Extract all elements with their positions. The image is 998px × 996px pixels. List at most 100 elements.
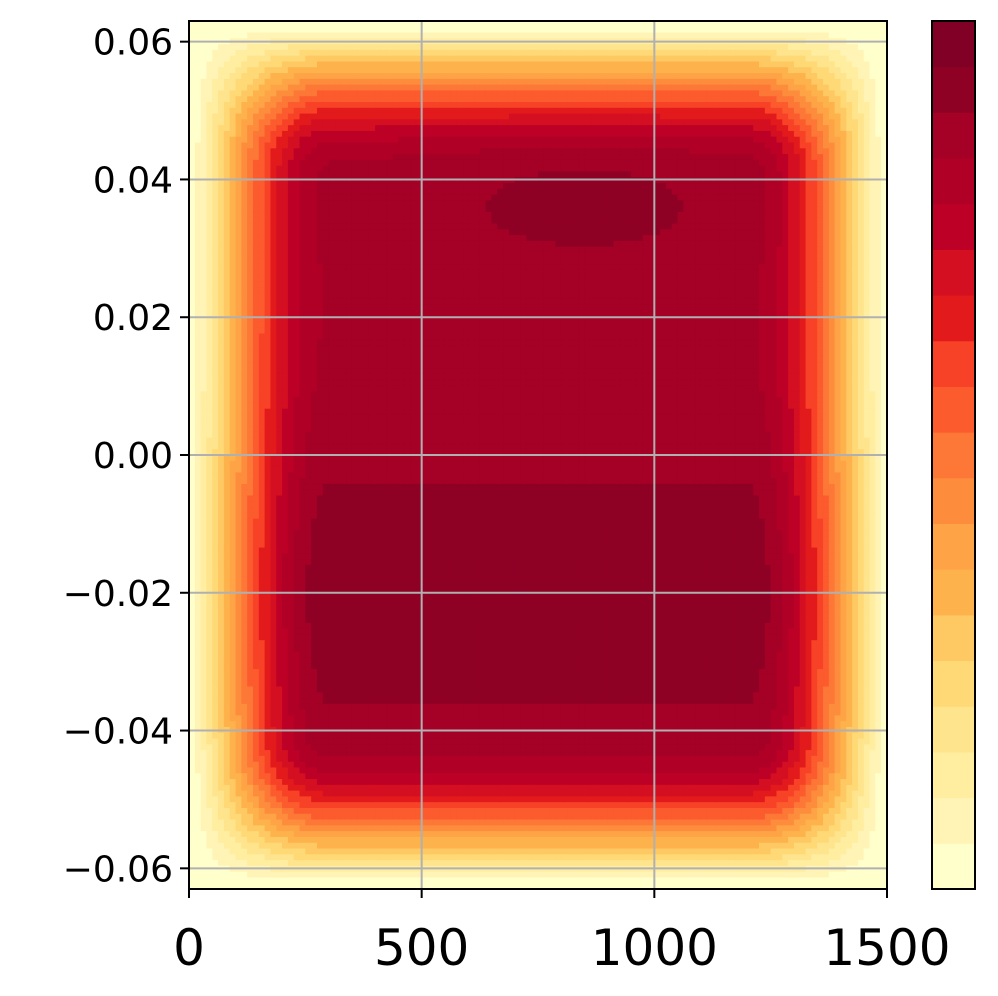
heat-cell xyxy=(817,21,824,28)
heat-cell xyxy=(572,49,580,57)
heat-cell xyxy=(270,246,277,254)
heat-cell xyxy=(206,49,213,57)
heat-cell xyxy=(677,96,685,103)
heat-cell xyxy=(590,211,597,219)
heat-cell xyxy=(212,67,219,74)
heat-cell xyxy=(817,113,824,120)
heat-cell xyxy=(497,194,504,201)
heat-cell xyxy=(241,49,248,57)
heat-cell xyxy=(247,142,254,149)
heat-cell xyxy=(561,21,568,28)
heat-cell xyxy=(811,55,818,63)
heat-cell xyxy=(258,119,266,126)
heat-cell xyxy=(526,217,533,225)
heat-cell xyxy=(625,73,632,80)
heat-cell xyxy=(776,159,783,167)
heat-cell xyxy=(770,194,778,201)
heat-cell xyxy=(695,183,702,190)
heat-cell xyxy=(654,171,661,178)
heat-cell xyxy=(642,183,650,190)
heat-cell xyxy=(439,84,446,92)
heat-cell xyxy=(520,55,527,63)
heat-cell xyxy=(532,171,539,178)
heat-cell xyxy=(793,113,801,120)
heat-cell xyxy=(299,49,306,57)
heat-cell xyxy=(567,188,574,196)
heat-cell xyxy=(526,130,533,138)
heat-cell xyxy=(479,21,487,28)
heat-cell xyxy=(724,200,731,207)
heat-cell xyxy=(613,252,621,259)
heat-cell xyxy=(578,154,586,161)
heat-cell xyxy=(811,252,818,259)
heat-cell xyxy=(264,96,272,103)
heat-cell xyxy=(764,194,772,201)
heat-cell xyxy=(514,217,522,225)
heat-cell xyxy=(351,165,359,173)
heat-cell xyxy=(578,183,586,190)
heat-cell xyxy=(578,217,586,225)
heat-cell xyxy=(200,78,208,86)
heat-cell xyxy=(665,49,673,57)
heat-cell xyxy=(648,90,655,97)
heat-cell xyxy=(241,78,248,86)
heat-cell xyxy=(200,102,208,109)
heat-cell xyxy=(660,223,667,230)
heat-cell xyxy=(631,32,638,39)
heat-cell xyxy=(299,252,306,259)
heat-cell xyxy=(328,194,336,201)
heat-cell xyxy=(462,55,469,63)
heat-cell xyxy=(241,148,248,155)
heat-cell xyxy=(572,217,580,225)
heat-cell xyxy=(491,136,498,144)
heat-cell xyxy=(759,246,766,254)
heat-cell xyxy=(613,229,621,236)
heat-cell xyxy=(351,32,359,39)
heat-cell xyxy=(293,200,301,207)
heat-cell xyxy=(497,107,504,115)
heat-cell xyxy=(817,102,824,109)
heat-cell xyxy=(462,229,469,236)
heat-cell xyxy=(665,154,673,161)
heat-cell xyxy=(450,148,458,155)
heat-cell xyxy=(846,113,853,120)
heat-cell xyxy=(572,32,580,39)
heat-cell xyxy=(334,159,341,167)
heat-cell xyxy=(729,136,737,144)
heat-cell xyxy=(491,217,498,225)
heat-cell xyxy=(555,159,562,167)
heat-cell xyxy=(503,119,510,126)
heat-cell xyxy=(497,240,504,248)
heat-cell xyxy=(695,165,702,173)
heat-cell xyxy=(427,67,434,74)
heat-cell xyxy=(474,21,481,28)
heat-cell xyxy=(596,217,603,225)
heat-cell xyxy=(439,67,446,74)
heat-cell xyxy=(689,246,696,254)
heat-cell xyxy=(759,61,766,68)
heat-cell xyxy=(293,206,301,213)
heat-cell xyxy=(881,165,887,173)
heat-cell xyxy=(747,183,754,190)
heat-cell xyxy=(636,113,644,120)
heat-cell xyxy=(415,188,423,196)
heat-cell xyxy=(508,142,516,149)
heat-cell xyxy=(189,183,196,190)
heat-cell xyxy=(346,223,353,230)
heat-cell xyxy=(334,73,341,80)
heat-cell xyxy=(241,211,248,219)
heat-cell xyxy=(223,229,231,236)
heat-cell xyxy=(340,200,347,207)
heat-cell xyxy=(369,206,376,213)
heat-cell xyxy=(206,211,213,219)
heat-cell xyxy=(764,78,772,86)
heat-cell xyxy=(625,194,632,201)
heat-cell xyxy=(439,113,446,120)
heat-cell xyxy=(648,67,655,74)
heat-cell xyxy=(398,32,405,39)
heat-cell xyxy=(508,90,516,97)
heat-cell xyxy=(881,49,887,57)
heat-cell xyxy=(380,252,388,259)
heat-cell xyxy=(386,223,394,230)
heat-cell xyxy=(363,235,370,242)
